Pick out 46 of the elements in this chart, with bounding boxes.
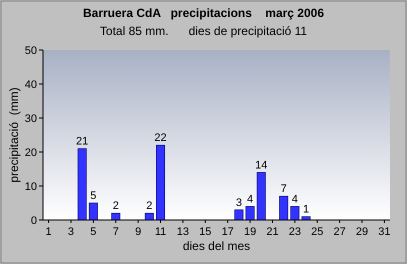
bar [279,196,288,220]
bar [234,210,244,220]
x-tick-label: 13 [176,226,190,238]
bar [290,206,300,220]
x-tick-label: 29 [356,226,368,238]
data-label: 4 [247,193,254,206]
bar [256,172,266,220]
y-tick-label: 30 [24,113,37,125]
data-label: 7 [280,183,287,196]
x-tick-label: 23 [288,226,301,238]
data-label: 3 [236,196,242,209]
x-tick-label: 11 [154,226,166,238]
data-label: 2 [112,200,119,212]
bar [78,148,87,220]
data-label: 22 [154,132,167,144]
y-tick-label: 10 [24,181,37,193]
x-tick-label: 5 [90,226,96,238]
chart-title: Barruera CdA precipitacions març 2006 [83,6,324,20]
y-tick-label: 0 [30,215,37,227]
bar [246,206,255,220]
x-tick-label: 3 [68,226,74,238]
data-label: 5 [90,190,96,202]
y-axis-title: precipitació (mm) [7,87,21,183]
data-label: 2 [146,200,152,212]
data-label: 4 [292,193,298,206]
x-tick-label: 19 [244,226,256,238]
x-tick-label: 31 [378,226,391,238]
x-tick-label: 9 [135,226,142,238]
data-label: 14 [255,159,268,172]
x-tick-label: 21 [266,226,279,238]
bar [156,144,166,220]
x-axis-title: dies del mes [182,239,250,253]
x-tick-label: 25 [311,226,324,238]
x-tick-label: 15 [199,226,212,238]
bar [88,202,98,220]
data-label: 1 [302,204,310,216]
x-tick-label: 7 [112,226,119,238]
chart-subtitle: Total 85 mm. dies de precipitació 11 [100,24,308,38]
data-label: 21 [76,136,88,148]
y-tick-label: 50 [24,45,37,57]
x-tick-label: 27 [334,226,346,238]
bar [111,212,120,220]
y-tick-label: 40 [24,79,37,91]
x-tick-label: 1 [46,226,52,238]
y-tick-label: 20 [24,147,37,159]
x-tick-label: 17 [222,226,234,238]
